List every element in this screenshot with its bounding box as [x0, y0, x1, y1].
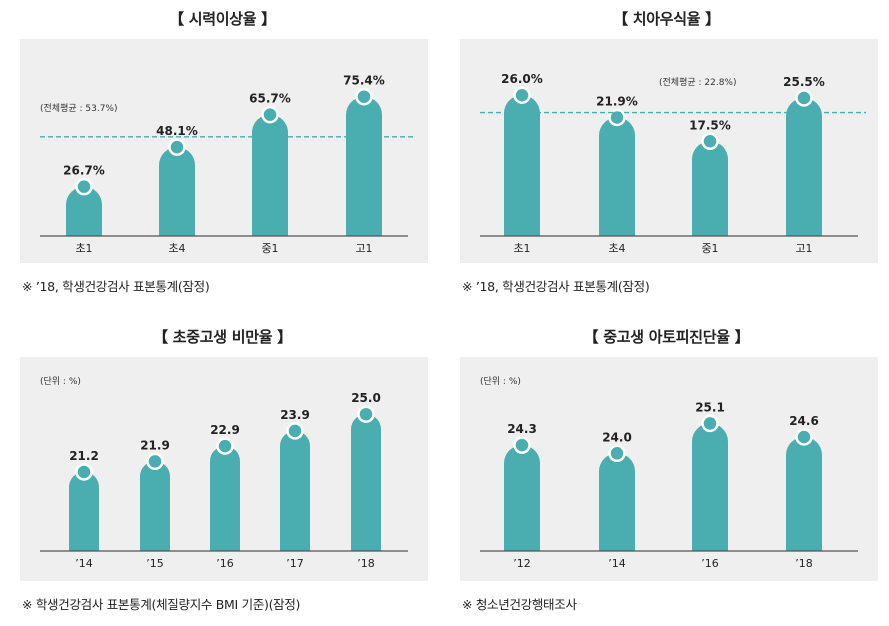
category-label: 초1 [75, 242, 92, 255]
bar [692, 141, 728, 236]
category-label: ’16 [216, 557, 234, 570]
bar [252, 114, 288, 236]
category-label: ’18 [795, 557, 813, 570]
category-label: ’12 [513, 557, 531, 570]
chart-svg: 21.2 ’14 21.9 ’15 22.9 ’16 23.9 ’17 25.0 ’18 [40, 391, 408, 570]
bar [786, 97, 822, 236]
bar [599, 117, 635, 236]
category-label: ’16 [701, 557, 719, 570]
value-label: 21.9 [140, 438, 170, 452]
value-label: 24.3 [507, 422, 537, 436]
category-label: ’17 [286, 557, 304, 570]
value-label: 75.4% [343, 74, 385, 88]
category-label: 초4 [168, 242, 185, 255]
bar [159, 147, 195, 236]
value-label: 25.0 [351, 391, 381, 405]
chart-title: 【 중고생 아토피진단율 】 [583, 328, 750, 346]
bar [346, 96, 382, 236]
category-label: 초1 [513, 242, 530, 255]
bar-top-dot [75, 177, 93, 196]
bar [140, 461, 170, 551]
bar [69, 471, 99, 551]
bar-top-dot [168, 138, 186, 156]
value-label: 65.7% [249, 92, 291, 106]
bar [280, 430, 310, 551]
value-label: 25.5% [783, 75, 825, 89]
chart-panel: 26.0% 초1 21.9% 초4 17.5% 중1 25.5% 고1 (전체평균 : 22.… [460, 39, 878, 263]
chart-title: 【 초중고생 비만율 】 [153, 328, 292, 346]
unit-label: (단위 : %) [40, 377, 81, 387]
bar [692, 423, 728, 551]
bar [66, 186, 102, 236]
value-label: 21.9% [596, 94, 638, 108]
bar [351, 414, 381, 551]
bar-top-dot [795, 428, 813, 446]
value-label: 21.2 [69, 449, 99, 463]
bar-top-dot [286, 422, 304, 440]
bar-top-dot [608, 444, 626, 463]
category-label: 고1 [355, 242, 372, 255]
bar [504, 445, 540, 551]
average-label: (전체평균 : 22.8%) [659, 78, 737, 88]
category-label: 중1 [701, 242, 718, 255]
bar-top-dot [701, 132, 719, 151]
value-label: 25.1 [695, 400, 725, 414]
bar-top-dot [216, 437, 234, 455]
chart-svg: 26.7% 초1 48.1% 초4 65.7% 중1 75.4% 고1 [40, 74, 416, 255]
bar-top-dot [355, 87, 373, 106]
value-label: 24.6 [789, 414, 819, 428]
chart-svg: 24.3 ’12 24.0 ’14 25.1 ’16 24.6 ’18 [480, 400, 858, 570]
value-label: 48.1% [156, 124, 198, 138]
chart-svg: 26.0% 초1 21.9% 초4 17.5% 중1 25.5% 고1 [480, 72, 866, 255]
bar [210, 446, 240, 551]
bar [786, 437, 822, 551]
bar [599, 453, 635, 551]
value-label: 24.0 [602, 430, 632, 444]
bar-top-dot [608, 108, 626, 127]
category-label: ’14 [608, 557, 626, 570]
bar-top-dot [513, 86, 531, 104]
category-label: ’15 [146, 557, 164, 570]
value-label: 26.0% [501, 72, 543, 86]
value-label: 22.9 [210, 423, 240, 437]
unit-label: (단위 : %) [480, 377, 521, 387]
source-note: ※ 청소년건강행태조사 [462, 597, 577, 612]
bar-top-dot [795, 89, 813, 107]
chart-title: 【 치아우식율 】 [613, 10, 720, 28]
average-label: (전체평균 : 53.7%) [40, 104, 118, 114]
value-label: 26.7% [63, 164, 105, 178]
chart-panel: 24.3 ’12 24.0 ’14 25.1 ’16 24.6 ’18 (단위 : %) [460, 357, 878, 581]
bar-top-dot [701, 414, 719, 433]
category-label: ’18 [357, 557, 375, 570]
chart-title: 【 시력이상율 】 [169, 10, 276, 28]
chart-panel: 21.2 ’14 21.9 ’15 22.9 ’16 23.9 ’17 25.0 ’18 (단위 … [20, 357, 428, 581]
source-note: ※ ’18, 학생건강검사 표본통계(잠정) [462, 279, 650, 294]
category-label: 고1 [795, 242, 812, 255]
category-label: 중1 [261, 242, 278, 255]
bar-top-dot [261, 105, 279, 124]
bar-top-dot [146, 452, 164, 471]
source-note: ※ 학생건강검사 표본통계(체질량지수 BMI 기준)(잠정) [22, 597, 301, 612]
bar-top-dot [357, 405, 375, 423]
category-label: 초4 [608, 242, 625, 255]
value-label: 17.5% [689, 118, 731, 132]
bar-top-dot [513, 436, 531, 454]
bar [504, 95, 540, 236]
value-label: 23.9 [280, 408, 310, 422]
source-note: ※ ’18, 학생건강검사 표본통계(잠정) [22, 279, 210, 294]
category-label: ’14 [75, 557, 93, 570]
bar-top-dot [75, 463, 93, 481]
chart-panel: 26.7% 초1 48.1% 초4 65.7% 중1 75.4% 고1 (전체평균 : 53.… [20, 39, 428, 263]
